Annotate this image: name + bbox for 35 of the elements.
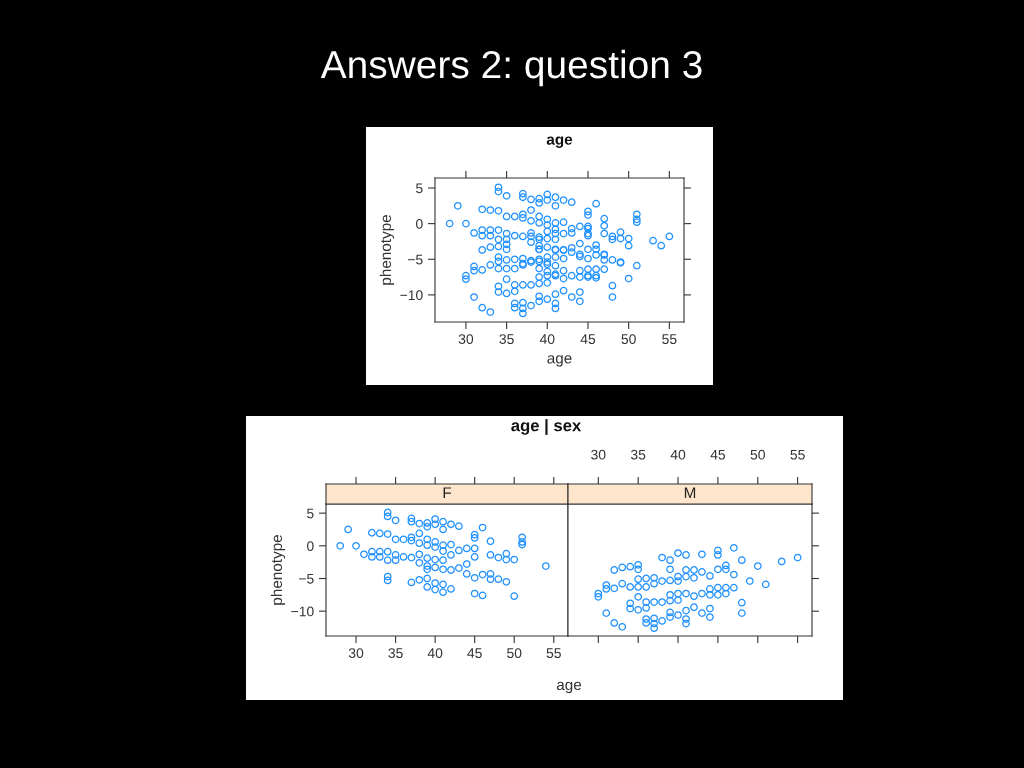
x-axis-title: age [547, 355, 572, 367]
chart-title: age [546, 136, 573, 148]
x-tick-label: 30 [458, 334, 474, 345]
y-tick-label: −5 [408, 254, 423, 265]
y-tick-label: 0 [307, 541, 314, 551]
x-tick-label: 50 [621, 334, 636, 345]
x-tick-label: 45 [710, 449, 726, 460]
x-tick-label: 35 [630, 449, 646, 460]
x-tick-label: 40 [670, 449, 686, 460]
x-tick-label: 55 [546, 648, 561, 659]
x-tick-label: 50 [507, 648, 522, 659]
chart-title: F [443, 487, 452, 498]
x-tick-label: 45 [580, 334, 596, 345]
y-tick-label: 5 [307, 508, 314, 519]
y-axis-title: phenotype [379, 215, 395, 285]
x-tick-label: 40 [427, 648, 443, 659]
x-tick-label: 55 [662, 334, 677, 345]
x-tick-label: 30 [591, 449, 606, 460]
x-axis-title: age [556, 681, 582, 694]
x-tick-label: 30 [348, 648, 364, 659]
x-tick-label: 55 [790, 449, 805, 460]
x-tick-label: 35 [499, 334, 514, 345]
chart-title: M [684, 487, 696, 498]
y-axis-title: phenotype [270, 535, 286, 605]
text: Answers 2: question 3 [320, 49, 702, 87]
x-tick-label: 40 [539, 334, 555, 345]
x-tick-label: 35 [388, 648, 403, 659]
y-tick-label: 5 [416, 183, 423, 194]
x-tick-label: 45 [467, 648, 482, 659]
y-tick-label: −10 [400, 290, 423, 301]
y-tick-label: 0 [416, 218, 423, 229]
x-tick-label: 50 [750, 449, 765, 460]
y-tick-label: −10 [291, 606, 314, 617]
chart-subtitle: age | sex [511, 419, 582, 435]
y-tick-label: −5 [299, 573, 314, 584]
